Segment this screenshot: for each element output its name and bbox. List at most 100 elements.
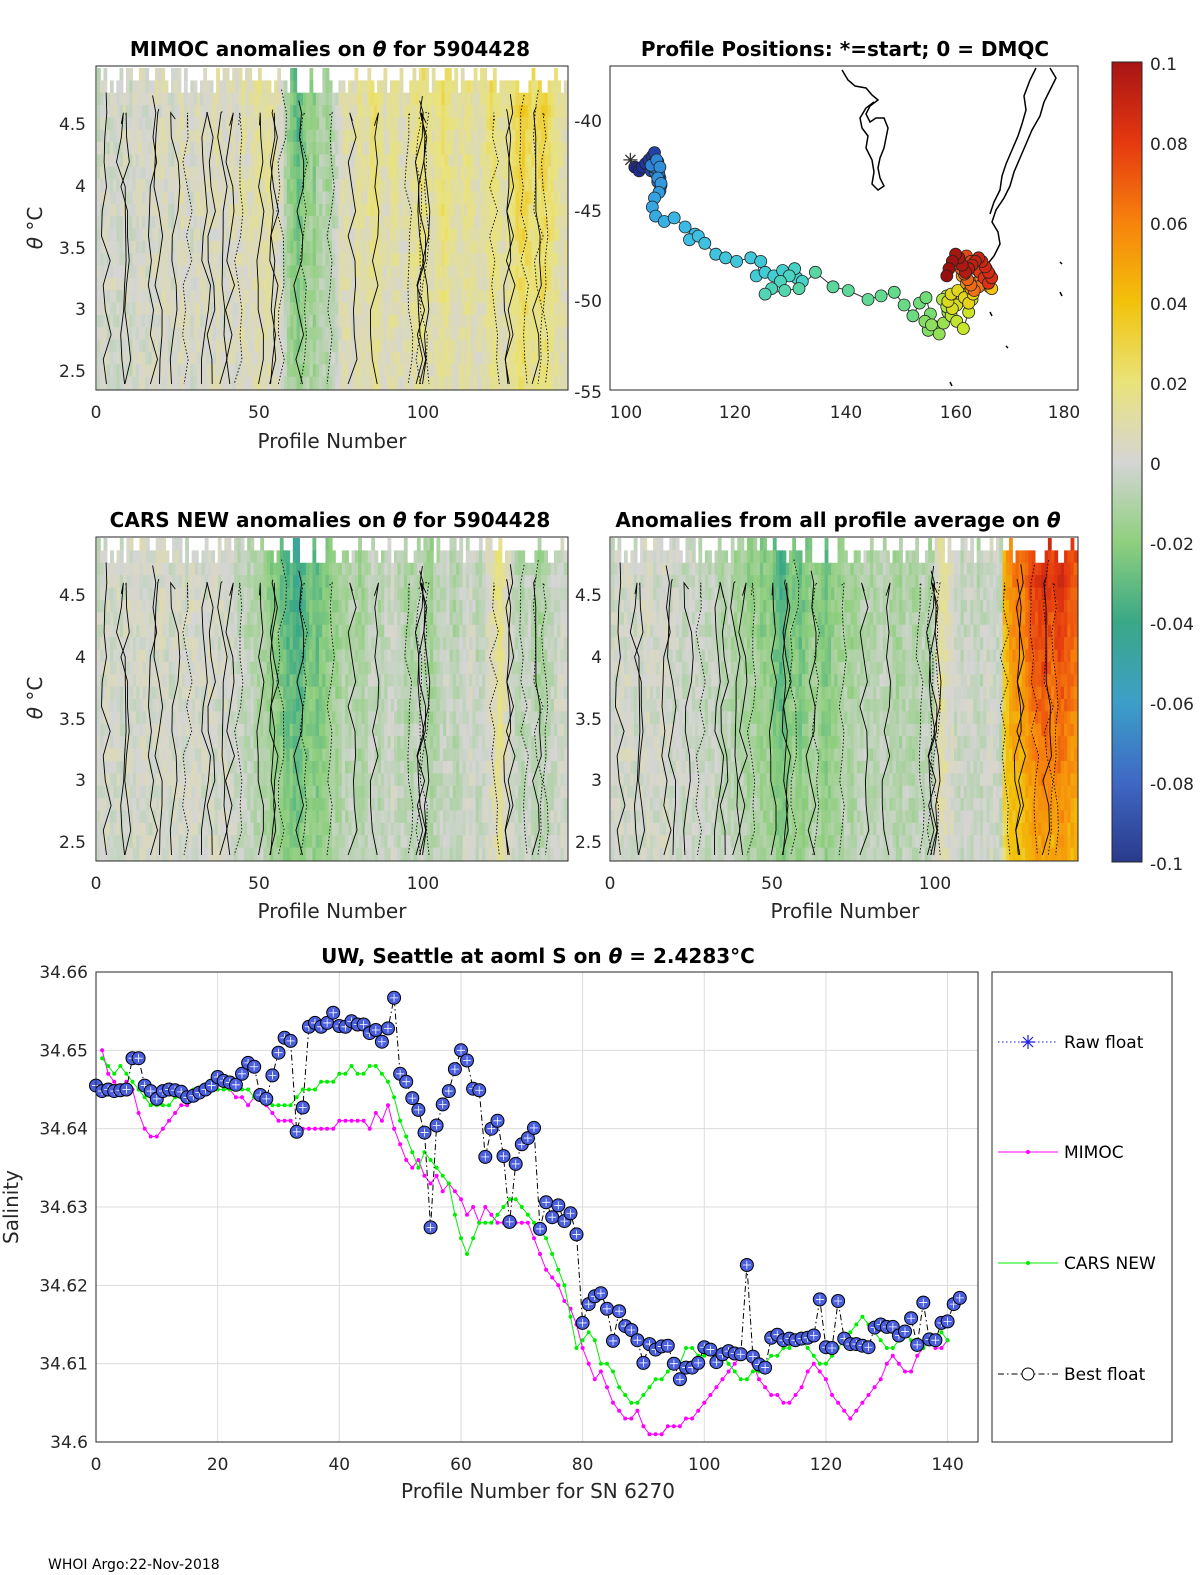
heatmap-cell [328,327,333,341]
heatmap-cell [457,92,462,106]
heatmap-cell [200,154,204,168]
contour-line [347,112,358,385]
heatmap-cell [280,166,285,180]
heatmap-cell [193,216,198,230]
heatmap-cell [261,179,265,193]
heatmap-cell [206,179,211,193]
heatmap-cell [97,80,101,94]
heatmap-cell [132,253,137,267]
heatmap-cell [560,351,565,365]
heatmap-cell [377,314,381,328]
heatmap-cell [512,129,517,143]
heatmap-cell [306,240,311,254]
heatmap-cell [135,376,140,390]
heatmap-cell [483,351,488,365]
heatmap-cell [335,376,340,390]
heatmap-cell [251,105,256,118]
heatmap-cell [380,339,385,353]
heatmap-cell [354,105,359,118]
heatmap-cell [483,290,488,304]
heatmap-cell [438,302,443,316]
heatmap-cell [177,339,182,353]
heatmap-cell [183,129,188,143]
heatmap-cell [322,290,327,304]
heatmap-cell [322,265,327,279]
heatmap-cell [496,277,500,291]
heatmap-cell [315,203,320,217]
heatmap-cell [216,253,220,267]
heatmap-cell [190,327,195,341]
heatmap-cell [177,154,182,168]
heatmap-cell [550,166,555,180]
heatmap-cell [196,265,201,279]
heatmap-cell [435,216,439,230]
heatmap-cell [364,314,369,328]
heatmap-cell [502,117,507,131]
heatmap-cell [396,376,401,390]
heatmap-cell [267,154,272,168]
heatmap-cell [425,179,430,193]
heatmap-cell [518,351,523,365]
heatmap-cell [515,142,520,156]
heatmap-cell [216,142,220,156]
heatmap-cell [418,154,423,168]
heatmap-cell [454,166,459,180]
heatmap-cell [563,253,568,267]
heatmap-cell [396,105,401,118]
heatmap-cell [322,314,327,328]
heatmap-cell [480,314,484,328]
heatmap-cell [393,203,397,217]
heatmap-cell [412,191,417,205]
heatmap-cell [187,376,191,390]
heatmap-cell [512,302,517,316]
heatmap-cell [219,339,224,353]
heatmap-cell [399,191,404,205]
heatmap-cell [183,253,188,267]
heatmap-cell [441,179,446,193]
heatmap-cell [509,105,513,118]
heatmap-cell [286,351,291,365]
heatmap-cell [154,179,159,193]
heatmap-cell [560,142,565,156]
heatmap-cell [509,327,513,341]
heatmap-cell [274,327,278,341]
heatmap-cell [377,290,381,304]
heatmap-cell [560,314,565,328]
heatmap-cell [274,92,278,106]
heatmap-cell [547,117,552,131]
heatmap-cell [97,191,101,205]
heatmap-cell [319,154,323,168]
heatmap-cell [113,179,117,193]
heatmap-cell [171,191,175,205]
heatmap-cell [412,290,417,304]
heatmap-cell [428,142,433,156]
heatmap-cell [528,339,533,353]
heatmap-cell [409,290,414,304]
heatmap-cell [550,216,555,230]
heatmap-cell [480,277,484,291]
heatmap-cell [180,228,185,242]
heatmap-cell [492,376,497,390]
heatmap-cell [251,142,256,156]
profile-position-marker [758,287,772,301]
heatmap-cell [486,277,491,291]
heatmap-cell [550,92,555,106]
heatmap-cell [129,339,134,353]
heatmap-cell [267,290,272,304]
contour-line [116,112,127,385]
contour-line [503,108,512,385]
heatmap-cell [396,179,401,193]
heatmap-cell [290,216,294,230]
heatmap-cell [383,277,388,291]
heatmap-cell [225,179,230,193]
heatmap-cell [151,142,156,156]
heatmap-cell [212,290,217,304]
heatmap-cell [534,376,539,390]
heatmap-cell [274,166,278,180]
heatmap-cell [425,290,430,304]
heatmap-cell [274,314,278,328]
heatmap-cell [200,80,204,94]
heatmap-cell [383,351,388,365]
heatmap-cell [241,327,246,341]
heatmap-cell [248,117,253,131]
